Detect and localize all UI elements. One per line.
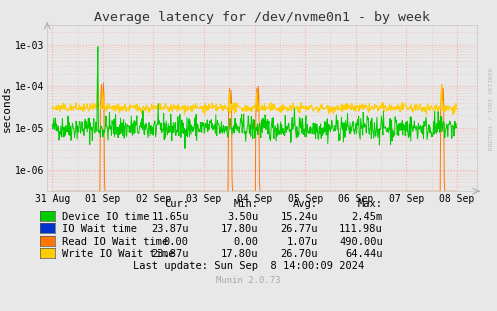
Text: IO Wait time: IO Wait time [62,224,137,234]
Text: Munin 2.0.73: Munin 2.0.73 [216,276,281,285]
Text: RRDTOOL / TOBI OETIKER: RRDTOOL / TOBI OETIKER [489,67,494,150]
Text: Write IO Wait time: Write IO Wait time [62,249,174,259]
Text: 17.80u: 17.80u [221,249,258,259]
Text: 490.00u: 490.00u [339,237,383,247]
Text: Max:: Max: [358,199,383,209]
Text: Cur:: Cur: [164,199,189,209]
Text: 3.50u: 3.50u [227,212,258,222]
Text: 23.87u: 23.87u [152,249,189,259]
Text: 1.07u: 1.07u [287,237,318,247]
Text: Avg:: Avg: [293,199,318,209]
Text: 0.00: 0.00 [234,237,258,247]
Text: 11.65u: 11.65u [152,212,189,222]
Text: 26.70u: 26.70u [281,249,318,259]
Text: 0.00: 0.00 [164,237,189,247]
Text: 111.98u: 111.98u [339,224,383,234]
Text: 2.45m: 2.45m [351,212,383,222]
Text: 15.24u: 15.24u [281,212,318,222]
Text: 64.44u: 64.44u [345,249,383,259]
Title: Average latency for /dev/nvme0n1 - by week: Average latency for /dev/nvme0n1 - by we… [94,11,430,24]
Text: Device IO time: Device IO time [62,212,150,222]
Text: Read IO Wait time: Read IO Wait time [62,237,168,247]
Text: Last update: Sun Sep  8 14:00:09 2024: Last update: Sun Sep 8 14:00:09 2024 [133,261,364,271]
Text: 23.87u: 23.87u [152,224,189,234]
Text: 26.77u: 26.77u [281,224,318,234]
Y-axis label: seconds: seconds [2,85,12,132]
Text: Min:: Min: [234,199,258,209]
Text: 17.80u: 17.80u [221,224,258,234]
